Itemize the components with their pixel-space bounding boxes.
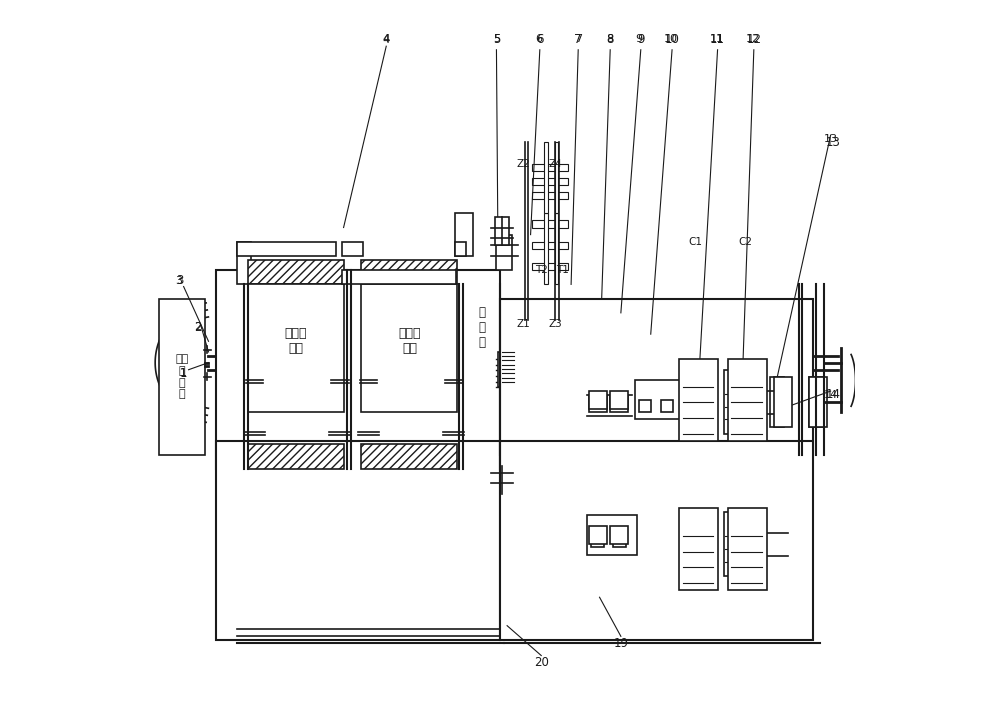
Text: C2: C2 (738, 237, 752, 247)
Bar (216, 270, 500, 469)
Text: Z4: Z4 (549, 159, 562, 169)
Text: 3: 3 (176, 274, 184, 287)
Text: 14: 14 (825, 388, 840, 401)
Bar (237, 242, 336, 256)
Text: 9: 9 (637, 33, 645, 46)
Bar (498, 352, 511, 387)
Text: 3: 3 (175, 276, 182, 286)
Text: 9: 9 (635, 34, 642, 44)
Bar (639, 400, 651, 412)
Text: 14: 14 (824, 390, 838, 400)
Bar (455, 242, 466, 256)
Text: 11: 11 (710, 33, 725, 46)
Bar (495, 217, 509, 245)
Text: Z3: Z3 (549, 319, 562, 328)
Bar (500, 299, 813, 455)
Bar (532, 220, 568, 228)
Bar (610, 395, 628, 412)
Text: 1: 1 (180, 368, 187, 378)
Bar (587, 515, 637, 555)
Bar (342, 242, 363, 256)
Bar (613, 535, 626, 547)
Bar (248, 444, 344, 469)
Bar (661, 400, 673, 412)
Text: 8: 8 (607, 33, 614, 46)
Bar (532, 242, 568, 249)
Text: 4: 4 (382, 33, 390, 46)
Text: 7: 7 (575, 34, 582, 44)
Bar (532, 263, 568, 270)
Text: T2: T2 (535, 265, 548, 275)
Bar (635, 380, 685, 419)
Bar (724, 512, 752, 576)
Text: 12: 12 (746, 33, 761, 46)
Bar (555, 142, 558, 213)
Bar (361, 284, 457, 412)
Text: 7: 7 (574, 33, 582, 46)
Text: 10: 10 (665, 33, 679, 46)
Text: 发电机
转子: 发电机 转子 (285, 327, 307, 356)
Bar (361, 260, 457, 284)
Text: 4: 4 (383, 34, 390, 44)
Bar (681, 370, 710, 434)
Bar (770, 377, 784, 427)
Bar (248, 284, 344, 412)
Text: 13: 13 (824, 134, 838, 144)
Bar (681, 512, 710, 576)
Bar (679, 359, 718, 441)
Text: 5: 5 (493, 34, 500, 44)
Text: Z2: Z2 (517, 159, 530, 169)
Text: T1: T1 (556, 265, 569, 275)
Text: 5: 5 (493, 33, 500, 46)
Bar (589, 391, 607, 409)
Bar (532, 178, 568, 185)
Bar (728, 508, 767, 590)
Bar (610, 526, 628, 544)
Bar (679, 508, 718, 590)
Text: 11: 11 (710, 34, 724, 44)
Text: 13: 13 (825, 136, 840, 149)
Text: 20: 20 (534, 656, 549, 669)
Bar (724, 370, 752, 434)
Text: 8: 8 (607, 34, 614, 44)
Text: 6: 6 (536, 34, 543, 44)
Bar (774, 377, 792, 427)
Bar (216, 441, 500, 640)
Text: Z1: Z1 (517, 319, 530, 328)
Text: 10: 10 (664, 34, 678, 44)
Bar (237, 242, 251, 284)
Bar (809, 377, 827, 427)
Bar (532, 192, 568, 199)
Text: 2: 2 (194, 322, 201, 332)
Text: 6: 6 (536, 33, 544, 46)
Bar (159, 299, 205, 455)
Bar (342, 270, 456, 284)
Bar (555, 213, 558, 284)
Text: 发动
机
飞
轮: 发动 机 飞 轮 (176, 354, 189, 400)
Text: 2: 2 (194, 321, 202, 333)
Bar (496, 235, 512, 270)
Bar (544, 213, 548, 284)
Text: C1: C1 (689, 237, 703, 247)
Bar (728, 359, 767, 441)
Bar (591, 535, 604, 547)
Text: 19: 19 (613, 637, 628, 650)
Text: 1: 1 (180, 367, 187, 380)
Text: 接
合
套: 接 合 套 (479, 306, 486, 348)
Text: 12: 12 (745, 34, 759, 44)
Bar (361, 444, 457, 469)
Bar (455, 213, 473, 256)
Bar (532, 164, 568, 171)
Bar (589, 526, 607, 544)
Bar (610, 391, 628, 409)
Bar (589, 395, 607, 412)
Bar (809, 377, 824, 427)
Bar (500, 441, 813, 640)
Bar (544, 142, 548, 213)
Text: 电动机
转子: 电动机 转子 (398, 327, 421, 356)
Bar (248, 260, 344, 284)
